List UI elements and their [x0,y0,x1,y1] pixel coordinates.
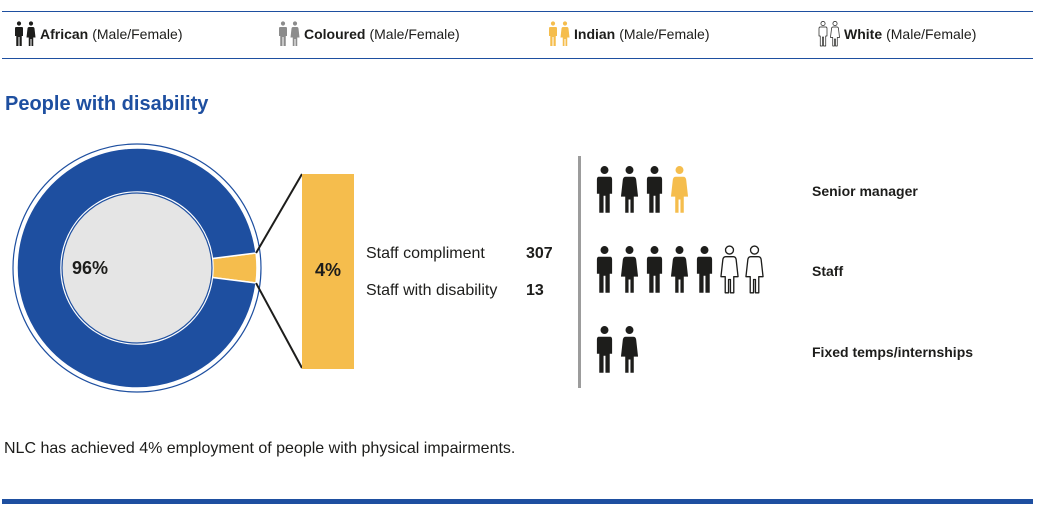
footer-note: NLC has achieved 4% employment of people… [4,440,516,457]
african-male-icon [645,164,664,221]
african-male-icon [645,244,664,301]
people-row-fixed-temps [595,324,645,381]
row-label-senior-manager: Senior manager [812,183,918,199]
stat-label: Staff with disability [366,282,498,299]
donut-center [61,192,213,344]
donut-slice-0 [16,147,257,389]
indian-people-icon [548,21,570,47]
legend-name: Indian [574,26,616,42]
legend-sub: (Male/Female) [619,26,710,42]
people-row-staff [595,244,770,301]
people-row-senior-manager [595,164,695,221]
white-female-icon [720,244,739,301]
slice-label-majority: 96% [72,258,109,278]
african-female-icon [670,244,689,301]
african-male-icon [595,244,614,301]
stat-row-staff-disability: Staff with disability 13 [366,282,544,300]
legend-name: African [40,26,89,42]
legend-sub: (Male/Female) [369,26,460,42]
african-male-icon [695,244,714,301]
connector-line-top [255,173,303,254]
african-male-icon [595,324,614,381]
african-female-icon [620,324,639,381]
connector-line-bottom [255,282,303,369]
indian-female-icon [670,164,689,221]
stat-value: 307 [526,245,553,262]
legend-item-indian: Indian (Male/Female) [548,11,709,57]
disability-donut-chart [12,143,303,393]
section-title: People with disability [5,93,209,115]
row-label-staff: Staff [812,263,844,279]
legend-name: White [844,26,883,42]
slice-label-minority: 4% [314,260,341,280]
highlight-bar: 4% [302,174,354,369]
legend-item-white: White (Male/Female) [818,11,976,57]
divider [578,156,581,388]
white-female-icon [745,244,764,301]
white-people-icon [818,21,840,47]
legend-item-coloured: Coloured (Male/Female) [278,11,460,57]
legend-item-african: African (Male/Female) [14,11,182,57]
stat-value: 13 [526,282,544,299]
coloured-people-icon [278,21,300,47]
african-female-icon [620,164,639,221]
african-female-icon [620,244,639,301]
donut-outer-ring [12,143,262,393]
row-label-fixed-temps: Fixed temps/internships [812,344,974,360]
legend-bar [2,11,1033,59]
african-people-icon [14,21,36,47]
legend-name: Coloured [304,26,366,42]
stat-row-staff-compliment: Staff compliment 307 [366,245,553,263]
stat-label: Staff compliment [366,245,485,262]
bottom-rule [2,499,1033,504]
legend-sub: (Male/Female) [92,26,183,42]
legend-sub: (Male/Female) [886,26,977,42]
african-male-icon [595,164,614,221]
